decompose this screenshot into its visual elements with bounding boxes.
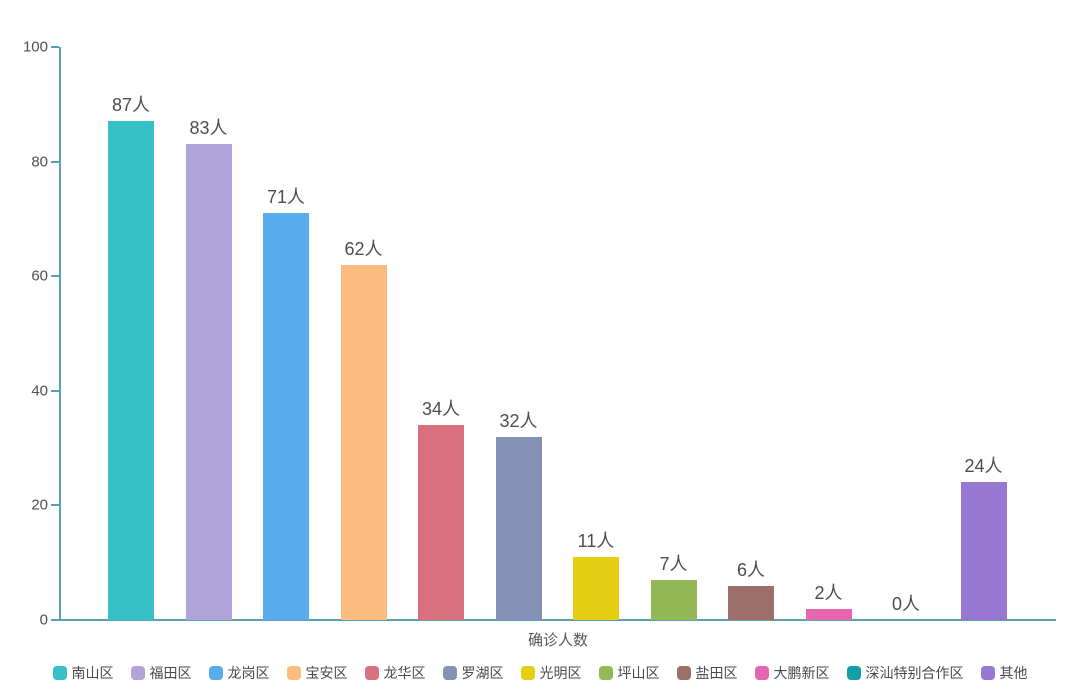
legend-color-chip: [754, 666, 769, 680]
bar-value-label: 34人: [421, 399, 461, 420]
legend: 南山区 福田区 龙岗区 宝安区 龙华区 罗湖区 光明区 坪山区 盐田区 大鹏新区 深汕特别合作区 其他: [0, 661, 1080, 685]
bar-value-label: 71人: [266, 187, 306, 208]
y-axis-tick-label: 80: [31, 153, 48, 171]
legend-color-chip: [442, 666, 457, 680]
bar-value-label: 2人: [814, 582, 843, 603]
legend-label: 罗湖区: [461, 665, 504, 681]
legend-item-1[interactable]: 南山区: [52, 663, 114, 683]
bar: [418, 425, 464, 620]
y-axis-tick: [51, 389, 59, 392]
bar: [728, 585, 774, 620]
legend-label: 南山区: [71, 665, 114, 681]
bar-value-label: 7人: [659, 553, 688, 574]
x-axis-title: 确诊人数: [527, 632, 589, 649]
legend-label: 龙华区: [383, 665, 426, 681]
bar-value-label: 32人: [499, 410, 538, 431]
legend-label: 其他: [999, 665, 1028, 681]
legend-item-6[interactable]: 罗湖区: [442, 663, 504, 683]
legend-label: 盐田区: [695, 665, 738, 681]
legend-item-8[interactable]: 坪山区: [598, 663, 660, 683]
bar: [263, 213, 309, 620]
bar: [805, 608, 852, 620]
y-axis-tick-label: 0: [39, 611, 48, 629]
x-axis-line: [59, 619, 1056, 621]
legend-item-5[interactable]: 龙华区: [364, 663, 426, 683]
legend-label: 坪山区: [617, 665, 660, 681]
bar: [185, 144, 232, 620]
legend-item-7[interactable]: 光明区: [520, 663, 582, 683]
bar-value-label: 6人: [736, 559, 766, 580]
y-axis-tick-label: 100: [22, 38, 48, 56]
legend-label: 大鹏新区: [773, 665, 830, 681]
y-axis-tick: [51, 619, 59, 621]
legend-item-11[interactable]: 深汕特别合作区: [846, 663, 964, 683]
legend-label: 宝安区: [305, 665, 348, 681]
bar-value-label: 11人: [577, 530, 615, 551]
bar-value-label: 83人: [189, 118, 228, 139]
legend-label: 光明区: [539, 665, 582, 681]
legend-item-3[interactable]: 龙岗区: [208, 663, 270, 683]
legend-color-chip: [208, 666, 223, 680]
legend-color-chip: [364, 666, 379, 680]
y-axis-tick: [51, 504, 59, 507]
legend-label: 深汕特别合作区: [865, 665, 964, 681]
bar-value-label: 0人: [891, 594, 921, 614]
bar-value-label: 24人: [964, 456, 1003, 477]
bar-value-label: 87人: [111, 95, 151, 116]
legend-color-chip: [846, 666, 861, 680]
y-axis-tick: [51, 46, 59, 48]
legend-item-4[interactable]: 宝安区: [286, 663, 348, 683]
legend-item-2[interactable]: 福田区: [130, 663, 192, 683]
legend-color-chip: [130, 666, 145, 680]
legend-color-chip: [980, 666, 995, 680]
legend-color-chip: [286, 666, 301, 680]
y-axis-tick: [51, 275, 59, 278]
bar: [495, 436, 542, 620]
legend-item-12[interactable]: 其他: [980, 663, 1028, 683]
bar: [650, 579, 697, 620]
y-axis-tick-label: 40: [31, 382, 48, 400]
legend-label: 福田区: [149, 665, 192, 681]
legend-color-chip: [52, 666, 67, 680]
bar: [573, 556, 619, 620]
y-axis-tick-label: 20: [31, 496, 48, 514]
bar: [340, 264, 387, 620]
legend-color-chip: [676, 666, 691, 680]
bar-value-label: 62人: [344, 238, 383, 259]
legend-label: 龙岗区: [227, 665, 270, 681]
bar: [108, 121, 154, 620]
bar: [960, 482, 1007, 620]
y-axis-tick-label: 60: [31, 267, 48, 285]
y-axis-tick: [51, 160, 59, 163]
legend-item-9[interactable]: 盐田区: [676, 663, 738, 683]
legend-item-10[interactable]: 大鹏新区: [754, 663, 830, 683]
legend-color-chip: [598, 666, 613, 680]
legend-color-chip: [520, 666, 535, 680]
y-axis-line: [59, 47, 61, 620]
